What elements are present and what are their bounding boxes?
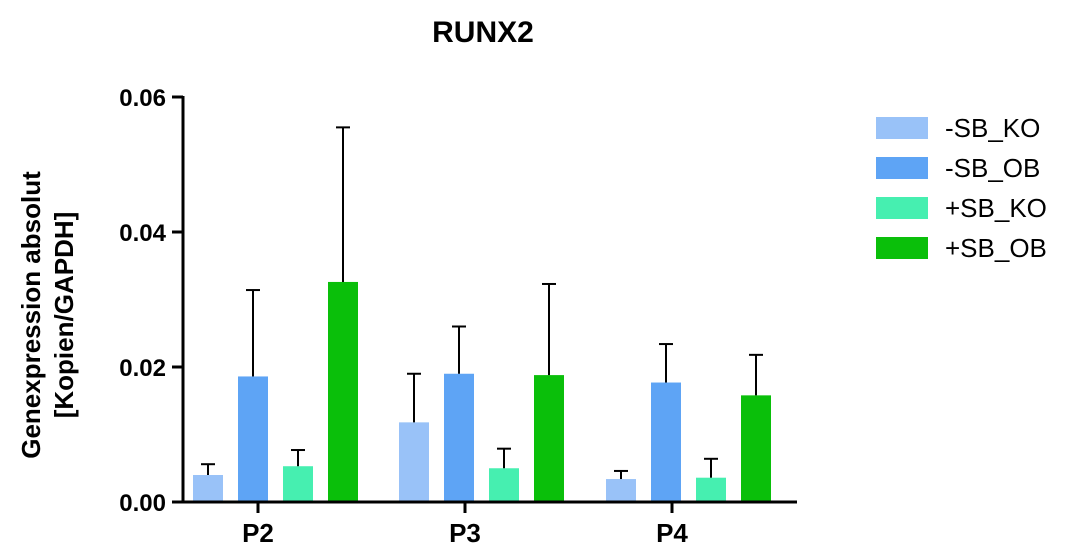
legend-swatch-sb-ko [876,117,928,139]
axes: 0.00 0.02 0.04 0.06 P2 P3 P4 [119,85,797,548]
bar-p4-minus-sb-ko [606,479,636,502]
y-axis-label: Genexpression absolut [Kopien/GAPDH] [16,171,79,459]
bar-p4-plus-sb-ob [741,395,771,502]
x-tick-label-p4: P4 [656,518,688,548]
legend-label-sb-ko: +SB_KO [945,193,1047,223]
legend: -SB_KO -SB_OB +SB_KO +SB_OB [876,113,1047,263]
chart-title: RUNX2 [432,16,534,49]
y-axis-label-line-1: Genexpression absolut [16,171,46,459]
legend-swatch-sb-ko [876,197,928,219]
bar-p4-plus-sb-ko [696,477,726,502]
legend-label-sb-ko: -SB_KO [945,113,1040,143]
bar-p3-plus-sb-ob [534,375,564,502]
bar-p3-plus-sb-ko [489,468,519,502]
x-tick-label-p3: P3 [449,518,481,548]
bar-p4-minus-sb-ob [651,382,681,502]
y-tick-label: 0.00 [119,490,166,517]
y-tick-label: 0.04 [119,220,166,247]
bar-p2-minus-sb-ko [193,475,223,502]
legend-label-sb-ob: +SB_OB [945,233,1047,263]
legend-swatch-sb-ob [876,157,928,179]
y-tick-label: 0.06 [119,85,166,112]
bar-p2-minus-sb-ob [238,376,268,502]
bar-p2-plus-sb-ob [328,281,358,502]
bar-p3-minus-sb-ko [399,422,429,502]
legend-label-sb-ob: -SB_OB [945,153,1040,183]
bar-p2-plus-sb-ko [283,466,313,502]
y-tick-label: 0.02 [119,355,166,382]
legend-swatch-sb-ob [876,237,928,259]
x-tick-label-p2: P2 [242,518,274,548]
bar-p3-minus-sb-ob [444,373,474,502]
y-axis-label-line-2: [Kopien/GAPDH] [49,212,79,419]
plot-area [193,126,771,502]
